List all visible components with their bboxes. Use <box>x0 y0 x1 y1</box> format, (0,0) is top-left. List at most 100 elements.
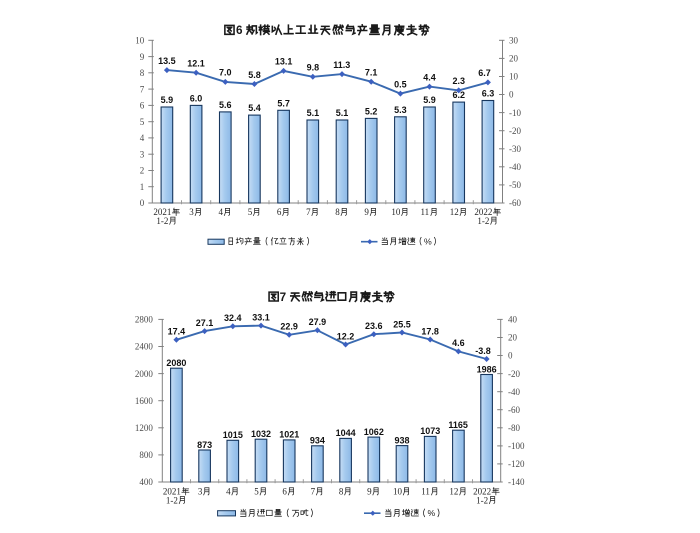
svg-text:1-2: 1-2 <box>166 495 178 505</box>
svg-text:13.1: 13.1 <box>275 57 293 67</box>
svg-text:25.5: 25.5 <box>393 319 411 329</box>
svg-text:5: 5 <box>248 207 253 217</box>
svg-text:9: 9 <box>140 52 145 62</box>
svg-text:2400: 2400 <box>135 342 154 352</box>
svg-text:2: 2 <box>140 166 145 176</box>
svg-text:-100: -100 <box>508 441 525 451</box>
svg-text:1-2: 1-2 <box>156 216 168 226</box>
svg-text:10: 10 <box>391 207 401 217</box>
svg-text:4.6: 4.6 <box>452 338 465 348</box>
svg-text:6.3: 6.3 <box>482 89 495 99</box>
svg-text:27.9: 27.9 <box>309 317 327 327</box>
svg-text:9: 9 <box>364 207 369 217</box>
svg-text:30: 30 <box>509 36 519 46</box>
svg-text:2800: 2800 <box>135 315 154 325</box>
svg-text:1062: 1062 <box>364 427 384 437</box>
svg-text:10: 10 <box>509 72 519 82</box>
svg-text:13.5: 13.5 <box>158 56 176 66</box>
svg-text:40: 40 <box>508 315 518 325</box>
svg-text:-3.8: -3.8 <box>475 346 491 356</box>
svg-text:1032: 1032 <box>251 429 271 439</box>
svg-text:4: 4 <box>219 207 224 217</box>
svg-text:%: % <box>428 508 436 518</box>
svg-text:5.7: 5.7 <box>277 98 290 108</box>
svg-text:-80: -80 <box>508 423 520 433</box>
svg-text:1165: 1165 <box>448 420 468 430</box>
svg-text:2022: 2022 <box>473 487 491 497</box>
svg-text:-50: -50 <box>509 180 521 190</box>
svg-text:2022: 2022 <box>474 207 492 217</box>
svg-text:400: 400 <box>139 477 153 487</box>
svg-text:2021: 2021 <box>163 487 181 497</box>
svg-text:8: 8 <box>335 207 340 217</box>
svg-text:0: 0 <box>509 90 514 100</box>
svg-text:2021: 2021 <box>153 207 171 217</box>
svg-text:0: 0 <box>508 351 513 361</box>
svg-text:5.4: 5.4 <box>248 103 261 113</box>
svg-text:-140: -140 <box>508 477 525 487</box>
svg-text:0.5: 0.5 <box>394 79 407 89</box>
svg-text:1: 1 <box>140 182 145 192</box>
svg-text:5.9: 5.9 <box>161 95 174 105</box>
svg-text:-60: -60 <box>508 405 520 415</box>
svg-text:12.1: 12.1 <box>187 59 205 69</box>
svg-text:22.9: 22.9 <box>280 322 298 332</box>
svg-text:5.3: 5.3 <box>394 105 407 115</box>
svg-text:23.6: 23.6 <box>365 321 383 331</box>
svg-text:5.1: 5.1 <box>336 108 349 118</box>
svg-text:5.6: 5.6 <box>219 100 232 110</box>
svg-text:800: 800 <box>139 450 153 460</box>
svg-text:1021: 1021 <box>279 430 299 440</box>
svg-text:5.2: 5.2 <box>365 106 378 116</box>
svg-text:934: 934 <box>310 436 325 446</box>
svg-text:12: 12 <box>449 487 458 497</box>
svg-text:5.9: 5.9 <box>423 95 436 105</box>
svg-text:-120: -120 <box>508 459 525 469</box>
svg-text:9: 9 <box>367 487 372 497</box>
svg-text:-40: -40 <box>509 162 521 172</box>
svg-text:1600: 1600 <box>135 396 154 406</box>
svg-text:6.7: 6.7 <box>478 68 491 78</box>
svg-text:9.8: 9.8 <box>307 63 320 73</box>
svg-text:6: 6 <box>140 101 145 111</box>
svg-text:-10: -10 <box>509 108 521 118</box>
svg-text:1-2: 1-2 <box>477 216 489 226</box>
svg-text:32.4: 32.4 <box>224 313 242 323</box>
svg-text:7: 7 <box>280 291 287 304</box>
svg-text:2000: 2000 <box>135 369 154 379</box>
svg-text:7: 7 <box>311 487 316 497</box>
svg-text:5: 5 <box>254 487 259 497</box>
svg-text:3: 3 <box>140 149 145 159</box>
svg-text:3: 3 <box>198 487 203 497</box>
svg-text:1015: 1015 <box>223 430 243 440</box>
svg-text:2.3: 2.3 <box>453 76 466 86</box>
svg-text:4.4: 4.4 <box>423 72 436 82</box>
svg-text:-40: -40 <box>508 387 520 397</box>
svg-text:6.2: 6.2 <box>453 90 466 100</box>
svg-text:1986: 1986 <box>477 364 497 374</box>
svg-text:12.2: 12.2 <box>337 331 355 341</box>
svg-text:5.1: 5.1 <box>307 108 320 118</box>
svg-text:10: 10 <box>135 36 145 46</box>
svg-text:1-2: 1-2 <box>476 495 488 505</box>
svg-text:4: 4 <box>226 487 231 497</box>
svg-text:6: 6 <box>282 487 287 497</box>
svg-text:7.0: 7.0 <box>219 68 232 78</box>
svg-text:11: 11 <box>421 207 430 217</box>
svg-text:20: 20 <box>508 333 518 343</box>
svg-text:5.8: 5.8 <box>248 70 261 80</box>
svg-text:8: 8 <box>339 487 344 497</box>
svg-text:938: 938 <box>395 435 410 445</box>
svg-text:6: 6 <box>277 207 282 217</box>
svg-text:20: 20 <box>509 54 519 64</box>
svg-text:7.1: 7.1 <box>365 68 378 78</box>
svg-text:-60: -60 <box>509 198 521 208</box>
svg-text:1200: 1200 <box>135 423 154 433</box>
svg-text:8: 8 <box>140 68 145 78</box>
svg-text:7: 7 <box>140 84 145 94</box>
svg-text:11.3: 11.3 <box>333 60 350 70</box>
svg-text:-20: -20 <box>508 369 520 379</box>
svg-text:11: 11 <box>421 487 430 497</box>
svg-text:1044: 1044 <box>336 428 356 438</box>
svg-text:-20: -20 <box>509 126 521 136</box>
